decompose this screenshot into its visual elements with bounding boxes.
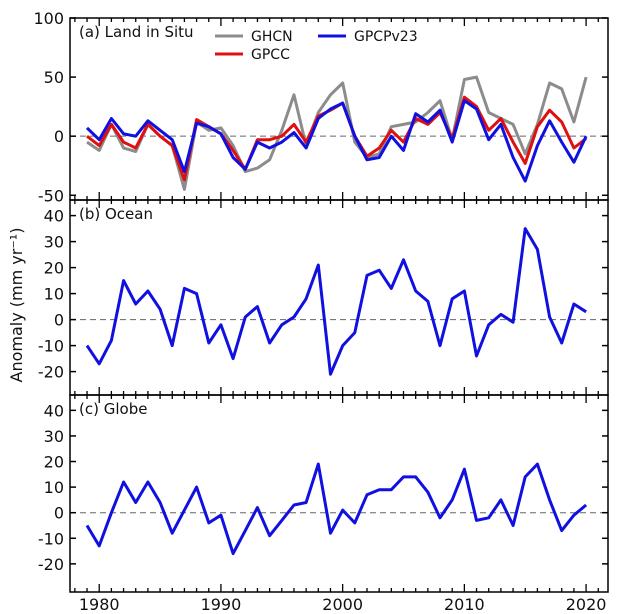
y-tick-label: 50 [44,68,64,87]
panel-title: (c) Globe [79,400,147,418]
y-tick-label: 30 [44,427,64,446]
series-line-gpcpv23 [85,99,588,183]
y-tick-label: 0 [54,127,64,146]
series-line-gpcpv23 [85,462,588,556]
series-line-gpcpv23 [85,227,587,376]
y-tick-label: -50 [38,186,64,205]
y-tick-label: 10 [44,285,64,304]
legend-label-gpcc: GPCC [251,47,290,63]
panel-title: (a) Land in Situ [79,23,194,41]
y-tick-label: 40 [44,207,64,226]
y-tick-label: -20 [38,363,64,382]
x-tick-label: 2020 [566,595,607,614]
y-axis-label: Anomaly (mm yr⁻¹) [7,228,26,383]
y-tick-label: 100 [33,9,64,28]
series-line-gpcc [86,95,588,182]
y-tick-label: 40 [44,401,64,420]
y-tick-label: -10 [38,529,64,548]
x-tick-label: 1990 [201,595,242,614]
y-tick-label: 30 [44,233,64,252]
y-tick-label: 20 [44,453,64,472]
x-tick-label: 2000 [322,595,363,614]
panel-title: (b) Ocean [79,205,153,223]
y-tick-label: 0 [54,311,64,330]
y-tick-label: -10 [38,337,64,356]
y-tick-label: -20 [38,555,64,574]
y-tick-label: 10 [44,478,64,497]
legend-label-ghcn: GHCN [251,29,293,45]
panel-frame [69,394,609,593]
legend-label-gpcpv23: GPCPv23 [354,29,418,45]
y-tick-label: 20 [44,259,64,278]
y-tick-label: 0 [54,504,64,523]
x-tick-label: 1980 [79,595,120,614]
x-tick-label: 2010 [444,595,485,614]
